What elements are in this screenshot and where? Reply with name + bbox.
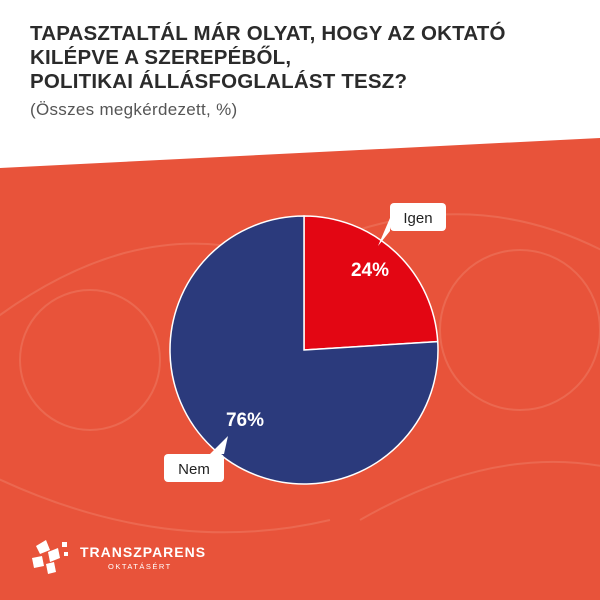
legend-label-nem: Nem (178, 461, 210, 478)
chart-subtitle: (Összes megkérdezett, %) (30, 100, 238, 119)
callout-nem-box (164, 454, 224, 482)
pie-slice-nem (169, 215, 439, 485)
callout-igen: Igen (378, 203, 446, 246)
logo-mark-icon (32, 540, 68, 574)
callout-nem: Nem (164, 436, 228, 482)
chart-title: TAPASZTALTÁL MÁR OLYAT, HOGY AZ OKTATÓ K… (30, 22, 570, 94)
title-line-2: KILÉPVE A SZEREPÉBŐL, (30, 46, 292, 69)
logo-tagline: OKTATÁSÉRT (108, 562, 172, 571)
logo-name: TRANSZPARENS (80, 544, 207, 560)
title-line-1: TAPASZTALTÁL MÁR OLYAT, HOGY AZ OKTATÓ (30, 22, 506, 45)
data-label-igen: 24% (351, 260, 389, 281)
brand-logo: TRANSZPARENS OKTATÁSÉRT (28, 536, 228, 576)
data-label-nem: 76% (226, 410, 264, 431)
callout-igen-box (390, 203, 446, 231)
header-band (0, 0, 600, 168)
pie-slice-igen (303, 215, 439, 351)
decorative-lines (0, 213, 600, 534)
title-line-3: POLITIKAI ÁLLÁSFOGLALÁST TESZ? (30, 70, 408, 93)
callout-nem-pointer (210, 436, 228, 454)
callout-igen-pointer (378, 218, 390, 246)
legend-label-igen: Igen (403, 210, 432, 227)
